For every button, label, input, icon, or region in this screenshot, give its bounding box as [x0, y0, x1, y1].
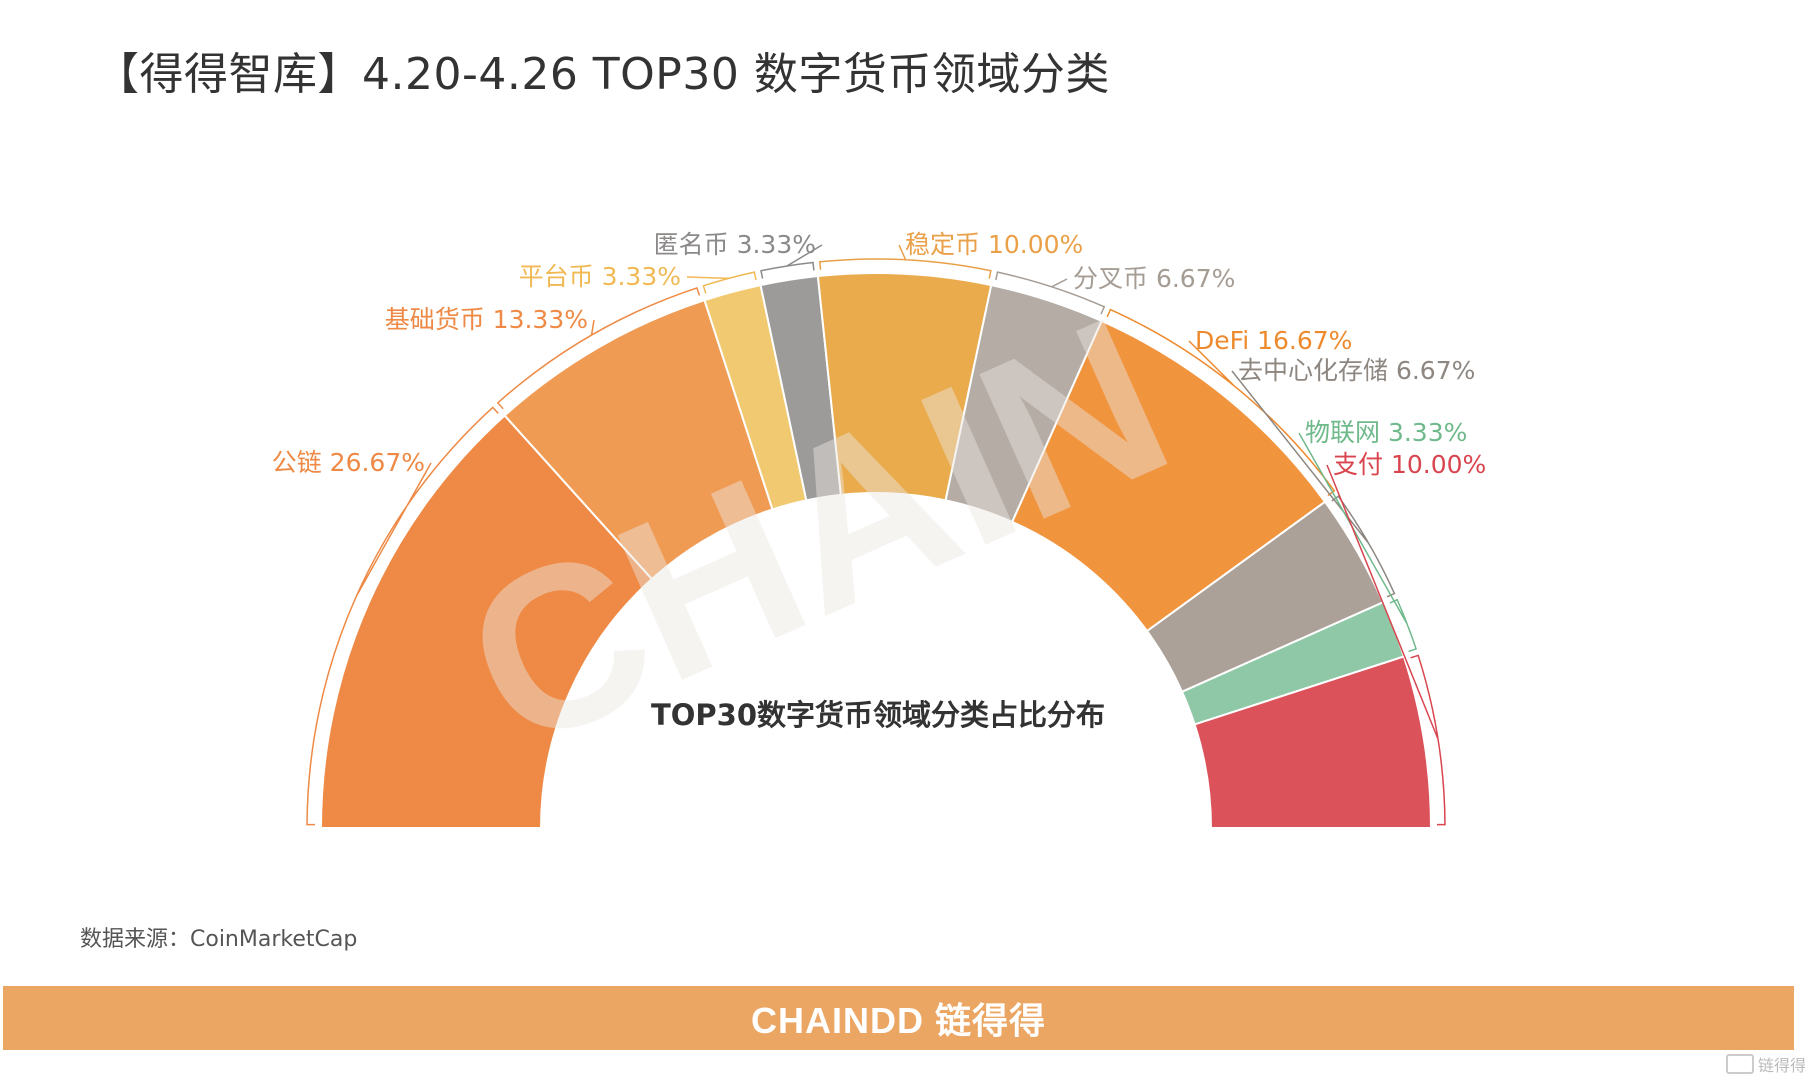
slice-label-8: 去中心化存储 6.67% — [1238, 356, 1475, 385]
slice-1 — [319, 414, 654, 829]
leader-line-4 — [760, 244, 823, 279]
leader-line-6 — [995, 271, 1106, 315]
slice-label-6: 分叉币 6.67% — [1073, 264, 1235, 293]
corner-logo: 链得得 — [1725, 1052, 1806, 1076]
leader-line-2 — [496, 286, 701, 410]
slice-label-4: 匿名币 3.33% — [654, 230, 816, 259]
chart-center-title: TOP30数字货币领域分类占比分布 — [651, 698, 1105, 732]
slice-label-3: 平台币 3.33% — [519, 262, 681, 291]
slice-label-1: 公链 26.67% — [272, 448, 425, 477]
leader-line-3 — [686, 271, 757, 294]
leader-line-1 — [306, 406, 499, 826]
page-title: 【得得智库】4.20-4.26 TOP30 数字货币领域分类 — [95, 49, 1110, 100]
slice-label-7: DeFi 16.67% — [1195, 326, 1352, 355]
footer-banner: CHAINDD 链得得 — [3, 986, 1794, 1050]
slice-label-10: 支付 10.00% — [1333, 450, 1486, 479]
source-note: 数据来源：CoinMarketCap — [80, 927, 358, 952]
slice-label-5: 稳定币 10.00% — [905, 230, 1083, 259]
slice-label-2: 基础货币 13.33% — [385, 305, 588, 334]
corner-logo-text: 链得得 — [1757, 1056, 1806, 1075]
slice-label-9: 物联网 3.33% — [1305, 418, 1467, 447]
logo-icon — [1725, 1054, 1754, 1074]
slice-10 — [1193, 655, 1433, 829]
leader-line-10 — [1326, 464, 1446, 826]
leader-line-7 — [1106, 308, 1336, 497]
footer-brand: CHAINDD 链得得 — [751, 1000, 1046, 1041]
leader-line-5 — [818, 244, 992, 279]
